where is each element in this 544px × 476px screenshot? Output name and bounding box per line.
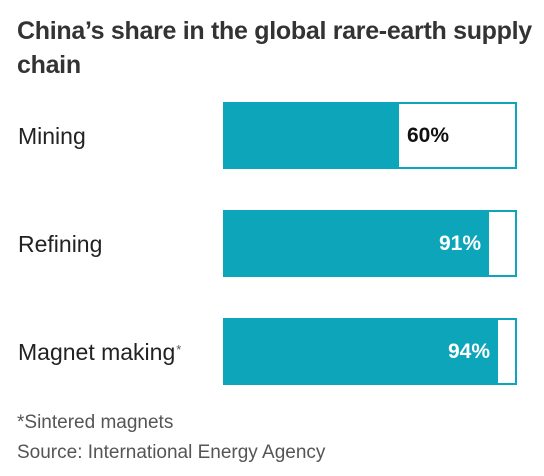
bar (225, 320, 498, 383)
category-label-text: Mining (18, 123, 86, 149)
bar (225, 212, 489, 275)
category-label-text: Refining (18, 231, 103, 257)
data-label: 91% (438, 231, 481, 255)
data-label: 60% (407, 123, 450, 147)
data-label: 94% (447, 339, 490, 363)
chart-source: Source: International Energy Agency (17, 442, 326, 463)
footnote-marker: * (176, 342, 182, 357)
bar (225, 104, 399, 167)
bar-track: 60% (223, 102, 517, 169)
chart-title: China’s share in the global rare-earth s… (17, 17, 532, 79)
bar-track: 94% (223, 318, 517, 385)
bar-track: 91% (223, 210, 517, 277)
chart-footnote: *Sintered magnets (17, 412, 174, 433)
category-label: Refining (18, 230, 102, 258)
category-label: Mining (18, 122, 86, 150)
category-label: Magnet making* (18, 338, 181, 366)
category-label-text: Magnet making (18, 339, 176, 365)
